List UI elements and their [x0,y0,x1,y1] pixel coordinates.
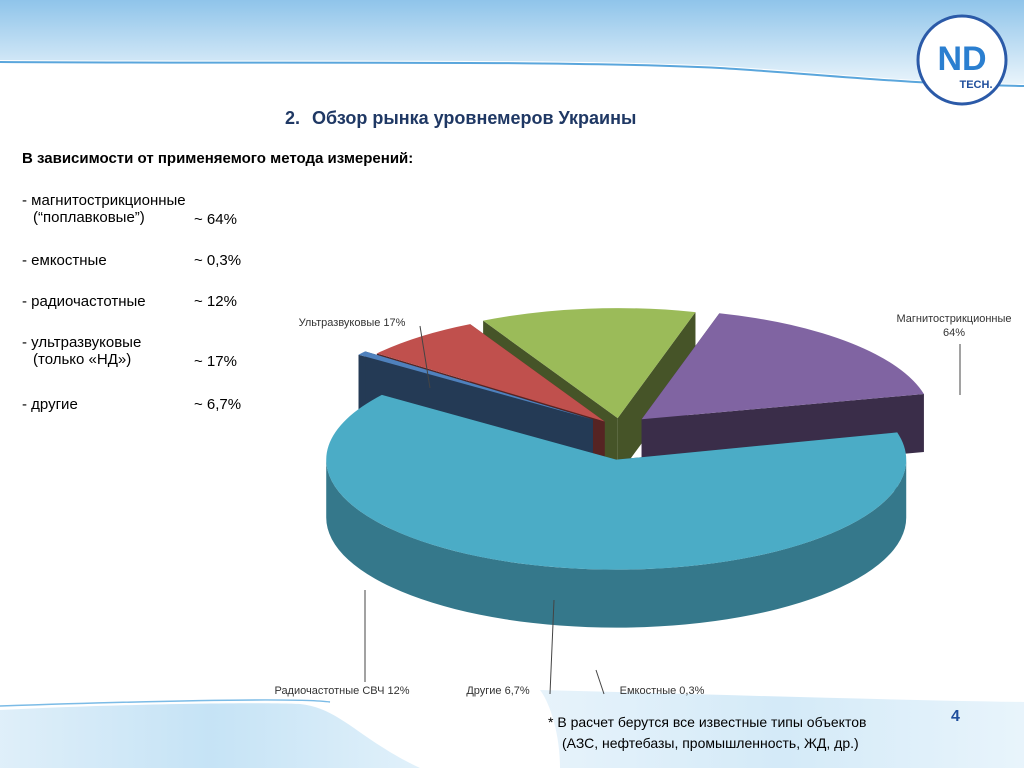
bullet-value: ~ 0,3% [194,252,242,269]
slice-label-name: Магнитострикционные [896,313,1011,325]
slice-label: Емкостные 0,3% [620,685,705,697]
bullet-ultrasonic: - ультразвуковые (только «НД») ~ 17% [22,334,237,370]
bullet-label: - магнитострикционные [22,192,186,209]
page-title: 2. Обзор рынка уровнемеров Украины [285,108,636,129]
bullet-label-secondary: (только «НД») [33,351,132,368]
bullet-magnetostrictive: - магнитострикционные (“поплавковые”) ~ … [22,192,237,228]
leader-line [595,669,605,695]
pie-slice [326,394,907,628]
footer-wave [0,690,1024,768]
slice-rim [326,459,907,628]
title-number: 2. [285,108,301,128]
slice-label-value: 64% [943,327,965,339]
logo-sub-text: TECH. [960,79,993,91]
footnote: * В расчет берутся все известные типы об… [548,712,866,754]
bullet-label: - ультразвуковые [22,334,142,351]
slice-cut-face [617,312,696,477]
pie-chart: Магнитострикционные 64% Емкостные 0,3% Друг… [274,308,1012,697]
bullet-value: ~ 17% [194,353,237,370]
subtitle: В зависимости от применяемого метода изм… [22,150,414,167]
slice-label: Ультразвуковые 17% [299,317,406,329]
slice-top-face [641,313,924,420]
leader-line [549,599,555,695]
footnote-line-2: (АЗС, нефтебазы, промышленность, ЖД, др.… [562,735,859,751]
slice-label: Другие 6,7% [466,685,530,697]
bullet-label-secondary: (“поплавковые”) [33,209,145,226]
slice-label: Радиочастотные СВЧ 12% [274,685,409,697]
bullet-label: - емкостные [22,252,107,269]
slice-top-face [376,324,605,422]
slice-top-face [326,394,907,570]
slice-top-face [483,308,696,419]
slice-top-face [358,351,593,420]
bullet-value: ~ 12% [194,293,237,310]
bullet-label: - другие [22,396,78,413]
nd-tech-logo: ND TECH. [916,14,1008,106]
footnote-line-1: * В расчет берутся все известные типы об… [548,714,867,730]
bullet-other: - другие ~ 6,7% [22,396,241,413]
title-text: Обзор рынка уровнемеров Украины [312,108,637,128]
bullet-capacitive: - емкостные ~ 0,3% [22,252,241,269]
logo-main-text: ND [937,40,986,78]
leader-line [419,325,431,389]
header-wave [0,0,1024,87]
bullet-label: - радиочастотные [22,293,146,310]
bullet-value: ~ 6,7% [194,396,242,413]
slice-label: Магнитострикционные 64% [896,313,1011,339]
bullet-value: ~ 64% [194,211,237,228]
page-number: 4 [951,708,960,725]
bullet-radio-frequency: - радиочастотные ~ 12% [22,293,237,310]
